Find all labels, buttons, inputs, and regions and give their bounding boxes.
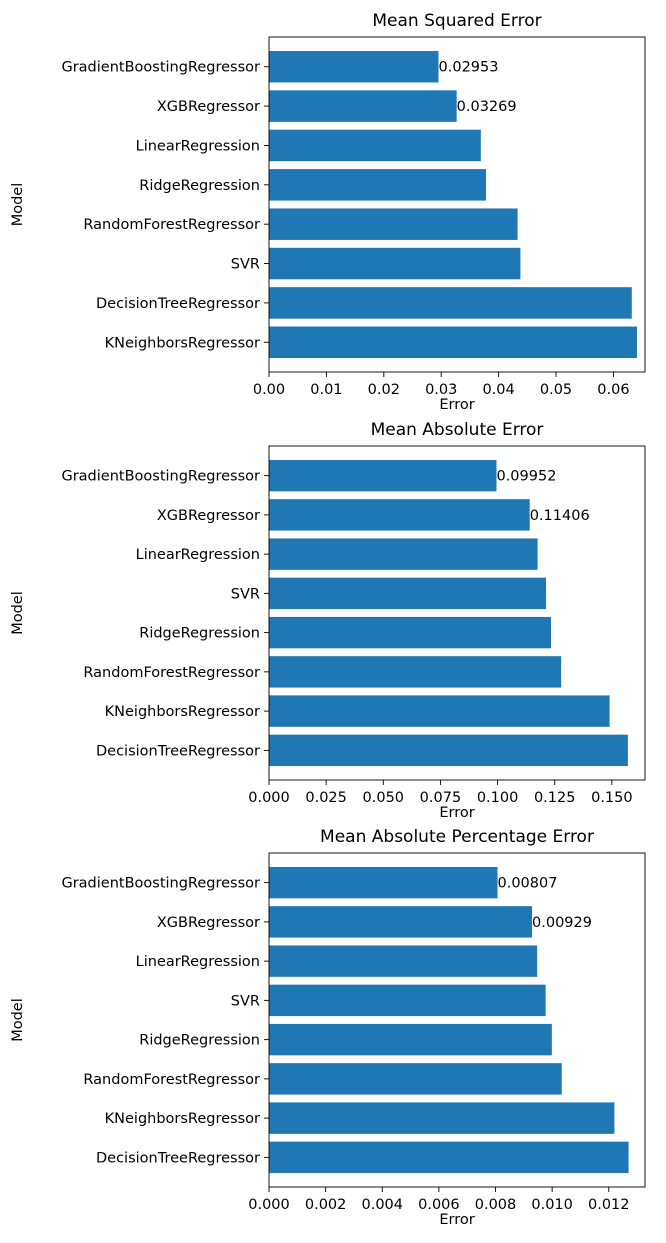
y-tick-label: RidgeRegression [139,1033,260,1049]
y-axis-label: Model [10,591,26,635]
y-tick-label: DecisionTreeRegressor [96,1150,260,1166]
x-tick-label: 0.04 [482,382,514,398]
y-tick-label: SVR [231,586,260,602]
bar [269,129,481,162]
mape-chart: Mean Absolute Percentage Error GradientBo… [10,827,646,1228]
axes-frame [268,445,646,781]
axes-frame [268,36,646,373]
x-axis-label: Error [439,1212,474,1228]
chart-title: Mean Squared Error [372,11,541,31]
x-axis-label: Error [439,805,474,821]
x-tick-label: 0.125 [534,790,576,806]
x-tick-label: 0.008 [475,1197,517,1213]
bar [269,656,562,688]
bar [269,90,457,122]
y-tick-label: DecisionTreeRegressor [96,296,260,312]
y-tick-label: RidgeRegression [139,626,260,642]
bar [269,287,632,319]
y-tick-label: RandomForestRegressor [83,217,260,233]
bar [269,734,628,767]
data-label: 0.00929 [532,915,592,931]
x-tick-label: 0.02 [368,382,400,398]
chart-title: Mean Absolute Error [371,420,544,440]
bar [269,616,552,649]
x-tick-label: 0.000 [248,790,290,806]
x-tick-label: 0.012 [588,1197,630,1213]
bar [269,1102,615,1134]
bar [269,538,538,570]
bar [269,577,547,610]
y-tick-label: XGBRegressor [157,915,260,931]
x-tick-label: 0.06 [597,382,629,398]
y-tick-label: GradientBoostingRegressor [61,469,260,485]
bar [269,1023,552,1056]
y-tick-label: RandomForestRegressor [83,1072,260,1088]
bar [269,1141,629,1174]
y-tick-label: RidgeRegression [139,178,260,194]
bar [269,945,538,977]
bar [269,984,546,1017]
y-tick-label: XGBRegressor [157,99,260,115]
x-tick-label: 0.010 [531,1197,573,1213]
mae-chart: Mean Absolute Error GradientBoostingRegre… [10,420,646,821]
y-tick-label: KNeighborsRegressor [105,704,260,720]
y-tick-label: GradientBoostingRegressor [61,60,260,76]
y-tick-label: RandomForestRegressor [83,665,260,681]
y-tick-label: KNeighborsRegressor [105,335,260,351]
x-tick-label: 0.150 [591,790,633,806]
x-tick-label: 0.004 [361,1197,403,1213]
bar [269,695,610,727]
bar [269,459,497,492]
y-tick-label: DecisionTreeRegressor [96,743,260,759]
mse-chart: Mean Squared Error GradientBoostingRegres… [10,11,646,413]
x-tick-label: 0.050 [363,790,405,806]
y-tick-label: XGBRegressor [157,508,260,524]
bar [269,50,439,83]
y-tick-label: LinearRegression [136,954,260,970]
bar [269,499,530,531]
x-tick-label: 0.01 [310,382,342,398]
y-tick-label: GradientBoostingRegressor [61,876,260,892]
x-axis-label: Error [439,397,474,413]
bar [269,866,498,899]
bar [269,208,518,240]
y-tick-label: SVR [231,257,260,273]
x-tick-label: 0.100 [477,790,519,806]
x-tick-label: 0.000 [248,1197,290,1213]
bar [269,247,521,280]
x-tick-label: 0.05 [540,382,572,398]
data-label: 0.02953 [439,60,499,76]
x-tick-label: 0.03 [425,382,457,398]
y-tick-label: SVR [231,993,260,1009]
y-axis-label: Model [10,183,26,227]
data-label: 0.03269 [457,99,517,115]
chart-title: Mean Absolute Percentage Error [320,827,594,847]
y-tick-label: KNeighborsRegressor [105,1111,260,1127]
x-tick-label: 0.00 [253,382,285,398]
bar [269,1063,562,1095]
axes-frame [268,852,646,1188]
y-tick-label: LinearRegression [136,138,260,154]
data-label: 0.00807 [497,876,557,892]
y-tick-label: LinearRegression [136,547,260,563]
y-axis-label: Model [10,998,26,1042]
bar [269,326,637,359]
bar [269,906,533,938]
bar [269,169,486,201]
data-label: 0.11406 [530,508,590,524]
data-label: 0.09952 [496,469,556,485]
x-tick-label: 0.025 [305,790,347,806]
x-tick-label: 0.006 [418,1197,460,1213]
x-tick-label: 0.075 [420,790,462,806]
x-tick-label: 0.002 [305,1197,347,1213]
